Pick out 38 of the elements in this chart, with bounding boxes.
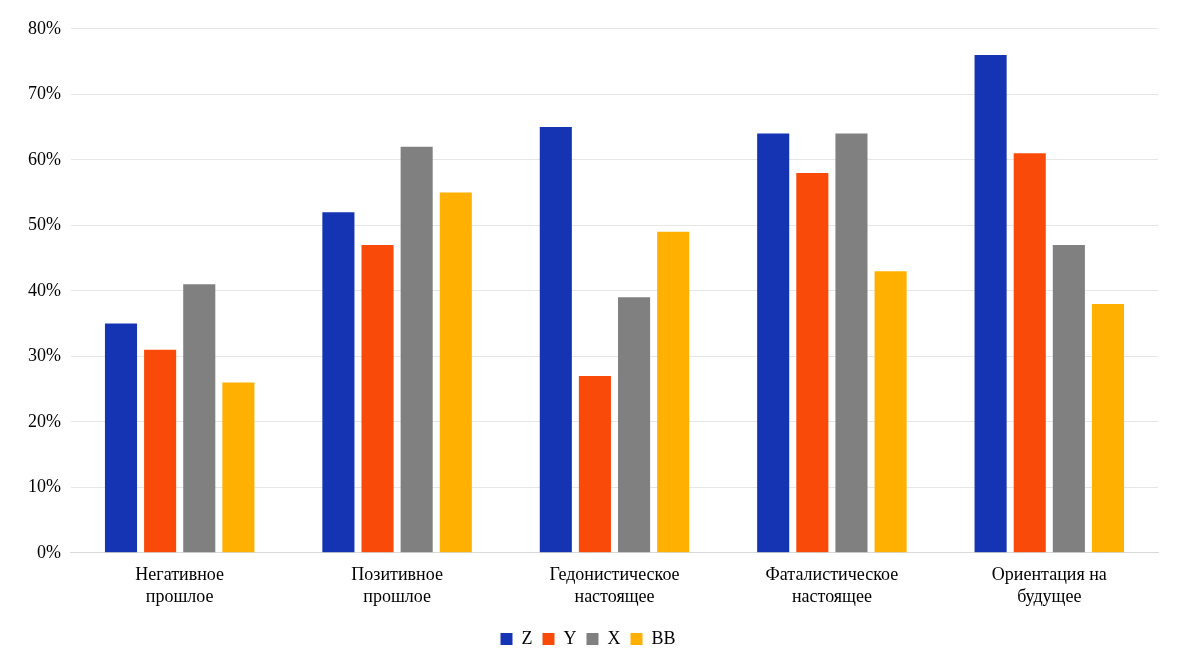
bar [322,212,355,553]
x-tick-label: Фаталистическое настоящее [765,564,899,606]
y-tick-label: 0% [36,541,61,562]
bar [361,244,394,553]
x-tick-label: Позитивное прошлое [351,564,443,606]
y-tick-label: 30% [27,345,61,366]
y-tick-label: 10% [27,476,61,497]
bar [539,127,572,553]
legend-label: Y [563,627,577,648]
bar [104,323,138,553]
legend-label: BB [651,627,676,648]
y-tick-label: 20% [27,410,61,431]
legend-label: Z [521,627,533,648]
bar [974,55,1007,553]
bar [400,146,433,553]
bar [757,133,790,553]
y-tick-label: 70% [27,83,61,104]
x-tick-label: Ориентация на будущее [991,564,1107,606]
y-tick-label: 50% [27,214,61,235]
bar [578,375,611,553]
y-tick-label: 80% [27,17,61,38]
bar [657,231,690,553]
bar [1013,153,1046,553]
y-tick-label: 40% [27,279,61,300]
bar [796,172,829,553]
bar [222,382,255,553]
bar [1091,303,1125,553]
bar [874,271,907,553]
bar [439,192,472,553]
bar [835,133,868,553]
bar [618,297,651,553]
x-tick-label: Негативное прошлое [135,564,225,606]
y-tick-label: 60% [27,148,61,169]
legend-label: X [607,627,621,648]
x-tick-label: Гедонистическое настоящее [549,564,680,606]
bar [144,349,177,553]
bar [183,284,216,553]
bar [1052,244,1085,553]
